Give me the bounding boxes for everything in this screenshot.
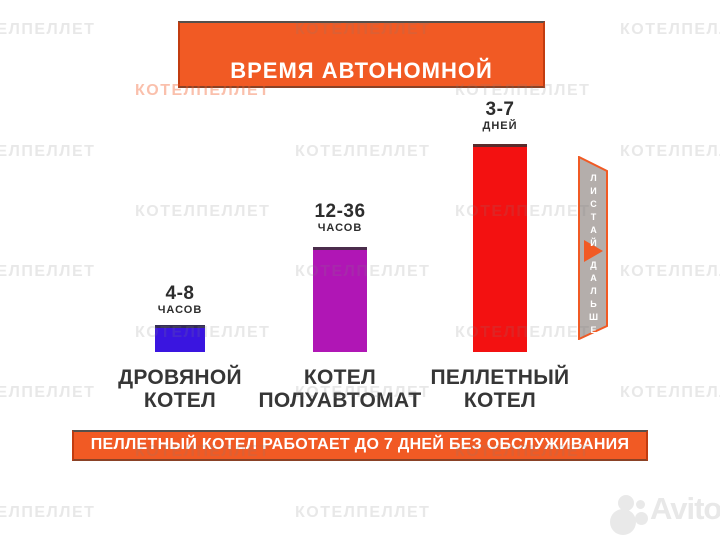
footer-banner-text: ПЕЛЛЕТНЫЙ КОТЕЛ РАБОТАЕТ ДО 7 ДНЕЙ БЕЗ О… bbox=[90, 436, 630, 453]
watermark-text: КОТЕЛПЕЛЛЕТ bbox=[620, 263, 720, 280]
watermark-text: КОТЕЛПЕЛЛЕТ bbox=[620, 384, 720, 401]
value-number: 3-7 bbox=[485, 99, 515, 120]
watermark-text: КОТЕЛПЕЛЛЕТ bbox=[0, 263, 96, 280]
bar-semiauto-boiler bbox=[313, 247, 367, 352]
avito-logo: Avito bbox=[604, 487, 720, 540]
category-label-wood-boiler: ДРОВЯНОЙ КОТЕЛ bbox=[118, 366, 242, 412]
avito-logo-circle bbox=[610, 509, 636, 535]
page-title: ВРЕМЯ АВТОНОМНОЙ РАБОТЫ bbox=[230, 58, 493, 112]
watermark-text: КОТЕЛПЕЛЛЕТ bbox=[295, 143, 431, 160]
footer-banner: ПЕЛЛЕТНЫЙ КОТЕЛ РАБОТАЕТ ДО 7 ДНЕЙ БЕЗ О… bbox=[72, 430, 648, 461]
avito-logo-text: Avito bbox=[650, 491, 720, 526]
value-number: 12-36 bbox=[314, 201, 366, 222]
category-label-pellet-boiler: ПЕЛЛЕТНЫЙ КОТЕЛ bbox=[430, 366, 570, 412]
value-number: 4-8 bbox=[165, 283, 195, 304]
watermark-text: КОТЕЛПЕЛЛЕТ bbox=[620, 143, 720, 160]
avito-logo-circle bbox=[636, 500, 645, 509]
avito-logo-circle bbox=[635, 512, 648, 525]
value-unit: ЧАСОВ bbox=[157, 304, 203, 316]
ribbon-word-top: ЛИСТАЙ bbox=[588, 173, 599, 251]
watermark-text: КОТЕЛПЕЛЛЕТ bbox=[0, 21, 96, 38]
watermark-text: КОТЕЛПЕЛЛЕТ bbox=[295, 504, 431, 521]
bar-pellet-boiler bbox=[473, 144, 527, 352]
watermark-text: КОТЕЛПЕЛЛЕТ bbox=[0, 504, 96, 521]
avito-logo-circle bbox=[618, 495, 634, 511]
value-unit: ДНЕЙ bbox=[482, 120, 518, 132]
ribbon-shape bbox=[578, 156, 608, 340]
watermark-text: КОТЕЛПЕЛЛЕТ bbox=[135, 203, 271, 220]
value-label-wood-boiler: 4-8 ЧАСОВ bbox=[110, 283, 250, 317]
ribbon-word-bottom: ДАЛЬШЕ bbox=[588, 260, 599, 338]
value-unit: ЧАСОВ bbox=[317, 222, 363, 234]
swipe-next-ribbon[interactable]: ЛИСТАЙ ДАЛЬШЕ bbox=[578, 156, 608, 340]
category-label-semiauto-boiler: КОТЕЛ ПОЛУАВТОМАТ bbox=[258, 366, 422, 412]
watermark-text: КОТЕЛПЕЛЛЕТ bbox=[0, 143, 96, 160]
arrow-right-icon bbox=[584, 240, 603, 262]
value-label-semiauto-boiler: 12-36 ЧАСОВ bbox=[270, 201, 410, 235]
bar-wood-boiler bbox=[155, 325, 205, 352]
watermark-text: КОТЕЛПЕЛЛЕТ bbox=[620, 21, 720, 38]
header-banner: ВРЕМЯ АВТОНОМНОЙ РАБОТЫ bbox=[178, 21, 545, 112]
watermark-text: КОТЕЛПЕЛЛЕТ bbox=[0, 384, 96, 401]
value-label-pellet-boiler: 3-7 ДНЕЙ bbox=[430, 99, 570, 133]
